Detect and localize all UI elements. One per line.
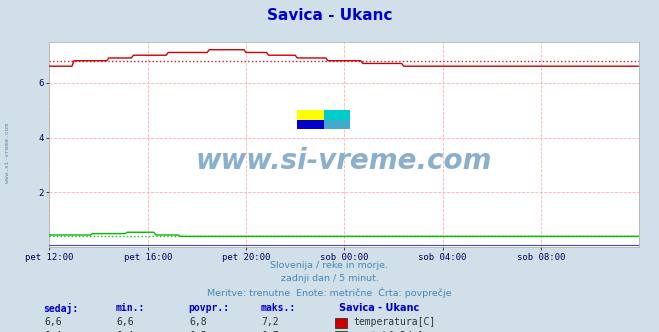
Text: 7,2: 7,2 xyxy=(262,317,279,327)
Text: zadnji dan / 5 minut.: zadnji dan / 5 minut. xyxy=(281,274,378,283)
Bar xyxy=(324,120,350,129)
Text: Savica - Ukanc: Savica - Ukanc xyxy=(267,8,392,23)
Text: www.si-vreme.com: www.si-vreme.com xyxy=(196,147,492,175)
Text: 6,6: 6,6 xyxy=(44,317,61,327)
Text: temperatura[C]: temperatura[C] xyxy=(353,317,436,327)
Text: Meritve: trenutne  Enote: metrične  Črta: povprečje: Meritve: trenutne Enote: metrične Črta: … xyxy=(207,287,452,298)
Text: 6,8: 6,8 xyxy=(189,317,206,327)
Bar xyxy=(297,111,324,120)
Text: 0,5: 0,5 xyxy=(189,331,206,332)
Text: 0,4: 0,4 xyxy=(117,331,134,332)
Text: sedaj:: sedaj: xyxy=(43,303,78,314)
Text: min.:: min.: xyxy=(115,303,145,313)
Text: Savica - Ukanc: Savica - Ukanc xyxy=(339,303,420,313)
Text: 0,7: 0,7 xyxy=(262,331,279,332)
Text: povpr.:: povpr.: xyxy=(188,303,229,313)
Text: www.si-vreme.com: www.si-vreme.com xyxy=(5,123,11,183)
Text: 6,6: 6,6 xyxy=(117,317,134,327)
Text: 0,4: 0,4 xyxy=(44,331,61,332)
Text: maks.:: maks.: xyxy=(260,303,295,313)
Bar xyxy=(297,120,324,129)
Bar xyxy=(324,111,350,120)
Text: Slovenija / reke in morje.: Slovenija / reke in morje. xyxy=(270,261,389,270)
Text: pretok[m3/s]: pretok[m3/s] xyxy=(353,331,424,332)
